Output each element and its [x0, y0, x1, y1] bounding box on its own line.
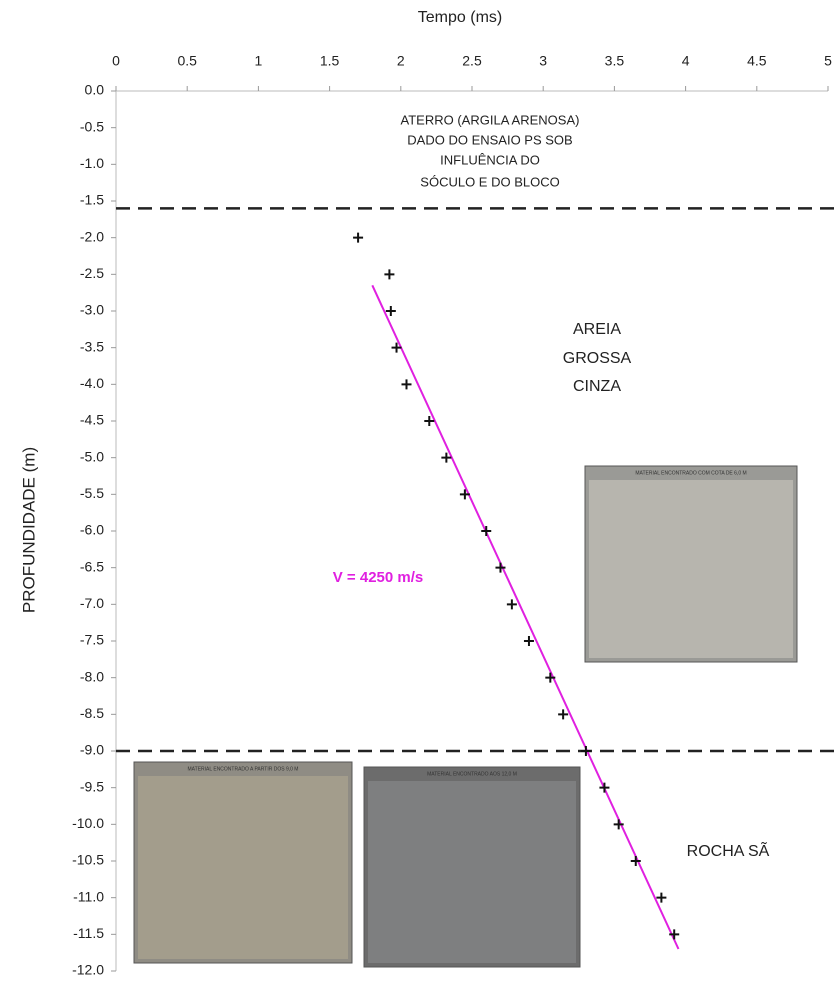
photo-caption: MATERIAL ENCONTRADO A PARTIR DOS 9,0 M: [188, 766, 299, 772]
x-axis-title: Tempo (ms): [418, 9, 502, 26]
x-tick-label: 5: [824, 53, 832, 69]
point: [630, 856, 641, 866]
y-axis-title: PROFUNDIDADE (m): [19, 447, 38, 613]
annotation: V = 4250 m/s: [333, 569, 423, 586]
y-tick-label: -12.0: [72, 962, 104, 978]
y-tick-label: -11.5: [73, 925, 104, 941]
photo-image: [138, 776, 348, 959]
point: [459, 489, 470, 500]
annotation: AREIA: [573, 321, 621, 338]
y-tick-label: -6.0: [80, 522, 104, 538]
y-tick-label: -2.0: [80, 228, 104, 244]
annotation: SÓCULO E DO BLOCO: [420, 174, 559, 189]
point: [506, 599, 517, 610]
point: [523, 636, 534, 646]
point: [424, 416, 435, 426]
y-tick-label: -0.5: [80, 118, 104, 134]
y-tick-label: -7.0: [80, 595, 104, 611]
x-tick-label: 2: [397, 53, 405, 69]
y-tick-label: -10.0: [72, 815, 104, 831]
x-tick-label: 4.5: [747, 53, 767, 69]
point: [481, 526, 492, 536]
y-tick-label: -1.0: [80, 155, 104, 171]
y-tick-label: -10.5: [72, 852, 104, 868]
point: [599, 782, 610, 793]
annotation: DADO DO ENSAIO PS SOB: [407, 132, 572, 147]
point: [385, 306, 396, 316]
photo-image: [589, 480, 793, 658]
photo-caption: MATERIAL ENCONTRADO COM COTA DE 6,0 M: [635, 470, 746, 476]
x-tick-label: 0.5: [177, 53, 197, 69]
annotation: INFLUÊNCIA DO: [440, 152, 540, 167]
point: [545, 672, 556, 683]
y-tick-label: -11.0: [73, 888, 104, 904]
point: [401, 379, 412, 390]
point: [353, 232, 364, 243]
photo-caption: MATERIAL ENCONTRADO AOS 12,0 M: [427, 771, 517, 777]
y-tick-label: -8.5: [80, 705, 104, 721]
point: [656, 892, 667, 903]
y-tick-label: -9.5: [80, 778, 104, 794]
point: [669, 929, 680, 940]
y-tick-label: 0.0: [85, 82, 105, 98]
y-tick-label: -3.0: [80, 302, 104, 318]
y-tick-label: -3.5: [80, 338, 104, 354]
y-tick-label: -6.5: [80, 558, 104, 574]
y-tick-label: -9.0: [80, 742, 104, 758]
x-tick-label: 4: [682, 53, 690, 69]
y-tick-label: -5.5: [80, 485, 104, 501]
annotation: ATERRO (ARGILA ARENOSA): [401, 112, 580, 127]
x-tick-label: 0: [112, 53, 120, 69]
annotation: GROSSA: [563, 350, 632, 367]
point: [384, 269, 395, 280]
point: [580, 746, 591, 756]
point: [558, 709, 569, 720]
point: [391, 342, 402, 353]
x-tick-label: 3.5: [605, 53, 625, 69]
point: [613, 819, 624, 830]
x-tick-label: 1: [255, 53, 263, 69]
y-tick-label: -1.5: [80, 192, 104, 208]
x-tick-label: 1.5: [320, 53, 340, 69]
y-tick-label: -4.0: [80, 375, 104, 391]
y-tick-label: -7.5: [80, 632, 104, 648]
annotation: CINZA: [573, 378, 621, 395]
annotation: ROCHA SÃ: [687, 840, 770, 860]
photo-image: [368, 781, 576, 963]
y-tick-label: -2.5: [80, 265, 104, 281]
y-tick-label: -5.0: [80, 448, 104, 464]
y-tick-label: -4.5: [80, 412, 104, 428]
y-tick-label: -8.0: [80, 668, 104, 684]
x-tick-label: 2.5: [462, 53, 482, 69]
point: [495, 562, 506, 573]
point: [441, 452, 452, 463]
x-tick-label: 3: [539, 53, 547, 69]
fit-line: [371, 284, 680, 950]
